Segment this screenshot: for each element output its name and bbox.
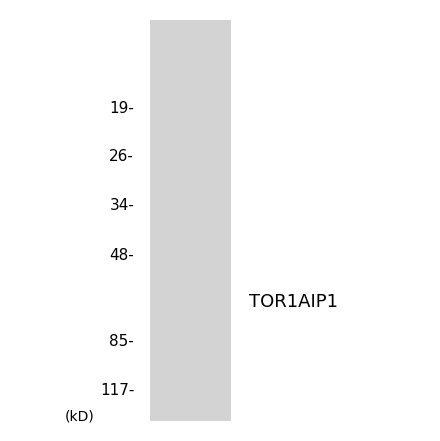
Text: 85-: 85-: [110, 334, 134, 349]
Text: 19-: 19-: [109, 101, 134, 116]
Text: 26-: 26-: [109, 149, 134, 164]
Text: 34-: 34-: [109, 198, 134, 213]
Bar: [150, 20, 231, 421]
Text: 117-: 117-: [100, 383, 134, 398]
Text: 48-: 48-: [110, 248, 134, 263]
Text: (kD): (kD): [64, 410, 94, 424]
Text: TOR1AIP1: TOR1AIP1: [249, 293, 337, 311]
